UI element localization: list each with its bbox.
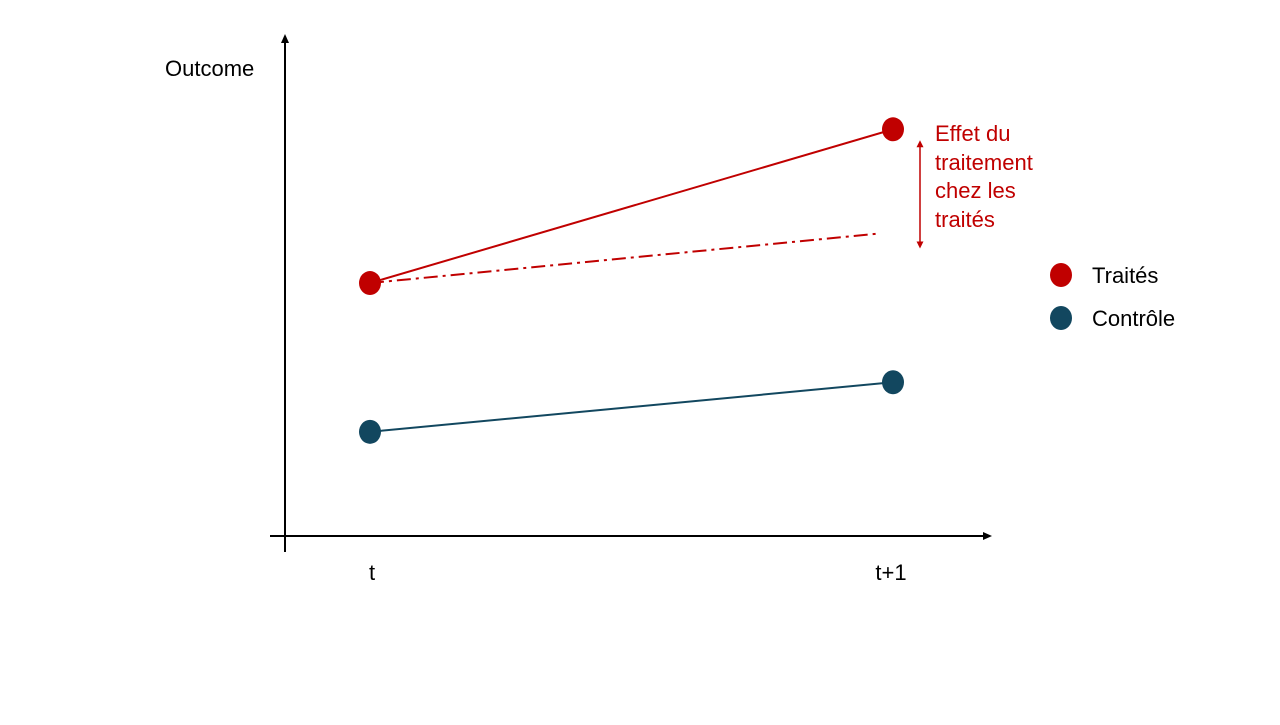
series-line-traites: [369, 128, 894, 284]
annotation-text: traitement: [935, 150, 1033, 175]
legend-label-controle: Contrôle: [1092, 306, 1175, 331]
y-axis-label: Outcome: [165, 56, 254, 81]
legend-marker-traites: [1050, 263, 1072, 287]
series-line-controle: [369, 381, 894, 433]
legend: Traités Contrôle: [1050, 263, 1175, 331]
x-tick-label: t+1: [875, 560, 906, 585]
data-point-traites-t: [359, 271, 381, 296]
annotation-text: traités: [935, 207, 995, 232]
data-point-controle-t1: [882, 370, 904, 395]
legend-marker-controle: [1050, 306, 1072, 330]
legend-label-traites: Traités: [1092, 263, 1158, 288]
annotation-text: Effet du: [935, 121, 1010, 146]
data-point-controle-t: [359, 419, 381, 444]
data-point-traites-t1: [882, 117, 904, 142]
counterfactual-line: [369, 232, 881, 285]
x-tick-label: t: [369, 560, 375, 585]
annotation-text: chez les: [935, 178, 1016, 203]
